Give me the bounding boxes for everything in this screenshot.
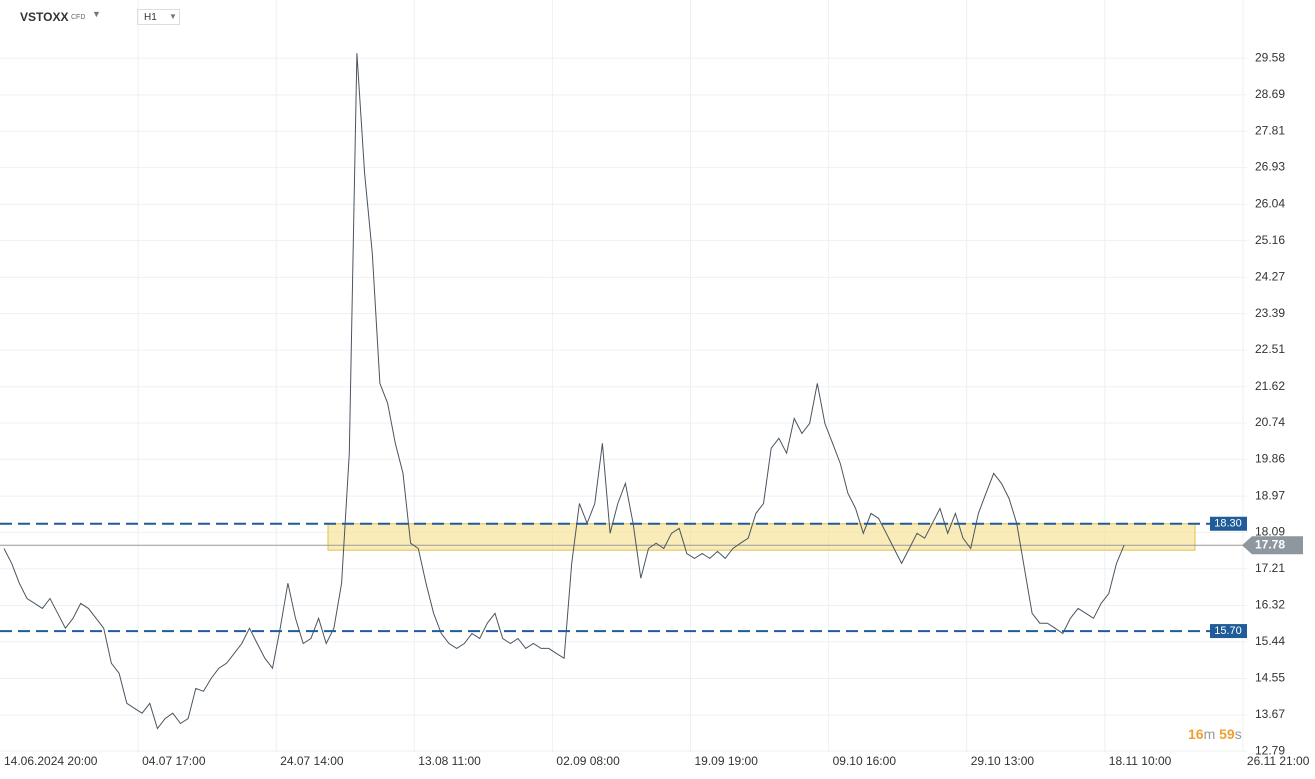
y-tick-label: 19.86 — [1255, 452, 1285, 466]
current-price-label: 17.78 — [1255, 537, 1285, 551]
dropdown-arrow: ▼ — [169, 12, 177, 21]
y-tick-label: 12.79 — [1255, 743, 1285, 757]
x-tick-label: 18.11 10:00 — [1109, 754, 1172, 768]
y-tick-label: 24.27 — [1255, 270, 1285, 284]
timer-minutes-unit: m — [1203, 726, 1216, 742]
y-tick-label: 26.93 — [1255, 160, 1285, 174]
level-badge — [1210, 624, 1247, 639]
timeframe-select[interactable]: H1 ▼ — [137, 9, 180, 25]
y-tick-label: 17.21 — [1255, 561, 1285, 575]
level-badge — [1210, 516, 1247, 531]
x-tick-label: 04.07 17:00 — [142, 754, 206, 768]
x-tick-label: 14.06.2024 20:00 — [4, 754, 98, 768]
y-tick-label: 13.67 — [1255, 707, 1285, 721]
y-tick-label: 18.09 — [1255, 525, 1285, 539]
x-tick-label: 13.08 11:00 — [418, 754, 481, 768]
x-tick-label: 09.10 16:00 — [833, 754, 897, 768]
y-tick-label: 21.62 — [1255, 379, 1285, 393]
y-tick-label: 18.97 — [1255, 488, 1285, 502]
level-label: 18.30 — [1214, 518, 1242, 530]
current-price-badge — [1242, 536, 1303, 555]
instrument-type: CFD — [71, 14, 86, 21]
timeframe: H1 — [144, 12, 157, 23]
y-tick-label: 20.74 — [1255, 415, 1285, 429]
y-tick-label: 16.32 — [1255, 598, 1285, 612]
price-line — [3, 53, 1125, 730]
timer-seconds: 59 — [1219, 726, 1235, 742]
timer-minutes: 16 — [1188, 726, 1204, 742]
x-tick-label: 29.10 13:00 — [971, 754, 1035, 768]
y-tick-label: 14.55 — [1255, 671, 1285, 685]
y-tick-label: 23.39 — [1255, 306, 1285, 320]
y-tick-label: 15.44 — [1255, 634, 1285, 648]
x-tick-label: 02.09 08:00 — [556, 754, 620, 768]
y-tick-label: 27.81 — [1255, 123, 1285, 137]
symbol[interactable]: VSTOXX — [20, 10, 69, 24]
y-tick-label: 26.04 — [1255, 196, 1285, 210]
x-tick-label: 19.09 19:00 — [695, 754, 759, 768]
y-tick-label: 22.51 — [1255, 342, 1285, 356]
y-tick-label: 29.58 — [1255, 50, 1285, 64]
x-tick-label: 26.11 21:00 — [1247, 754, 1310, 768]
candle-timer: 16m 59s — [1188, 726, 1242, 742]
symbol-dropdown[interactable]: ▼ — [92, 9, 101, 19]
y-tick-label: 25.16 — [1255, 233, 1285, 247]
y-tick-label: 28.69 — [1255, 87, 1285, 101]
timer-seconds-unit: s — [1234, 726, 1242, 742]
x-tick-label: 24.07 14:00 — [280, 754, 344, 768]
level-label: 15.70 — [1214, 625, 1242, 637]
price-zone — [327, 523, 1196, 551]
